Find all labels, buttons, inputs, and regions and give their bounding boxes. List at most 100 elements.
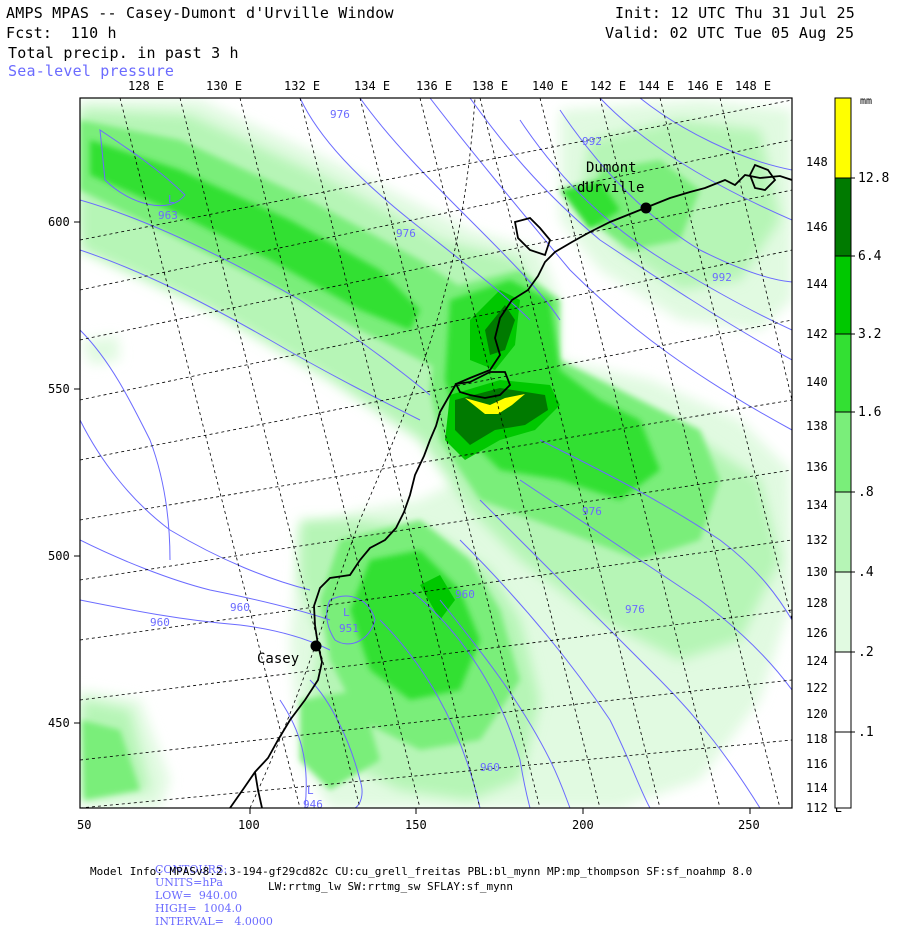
map-figure: Casey Dumont dUrville 976 992 976 992 97… [48,79,889,832]
colorbar-label: 6.4 [858,249,882,264]
right-lon-label: 134 E [806,498,842,512]
right-lon-label: 118 E [806,732,842,746]
model-info: Model Info: MPASv8.2.3-194-gf29cd82c CU:… [90,865,753,878]
right-lon-label: 140 E [806,375,842,389]
bottom-tick-label: 250 [738,818,760,832]
right-lon-label: 112 E [806,801,842,815]
low-letter: L [307,784,314,797]
right-axis-labels: 148 E 146 E 144 E 142 E 140 E 138 E 136 … [806,155,842,815]
top-lon-label: 148 E [735,79,771,93]
colorbar-swatch [835,492,851,572]
colorbar-unit: mm [860,96,872,107]
colorbar-swatch [835,256,851,334]
right-lon-label: 120 E [806,707,842,721]
top-lon-label: 146 E [687,79,723,93]
right-lon-label: 116 E [806,757,842,771]
right-lon-label: 126 E [806,626,842,640]
left-axis: 600 550 500 450 [48,215,80,730]
isobar-label: 976 [625,603,645,616]
bottom-tick-label: 150 [405,818,427,832]
casey-marker-icon [310,640,322,652]
dumont-label-line1: Dumont [586,160,637,176]
map-title: AMPS MPAS -- Casey-Dumont d'Urville Wind… [6,4,394,22]
colorbar-swatch [835,98,851,178]
bottom-tick-label: 100 [238,818,260,832]
top-lon-label: 138 E [472,79,508,93]
map-area: Casey Dumont dUrville 976 992 976 992 97… [80,98,792,811]
top-lon-label: 134 E [354,79,390,93]
top-lon-label: 132 E [284,79,320,93]
map-frame [79,97,793,809]
left-tick-label: 450 [48,716,70,730]
bottom-axis: 50 100 150 200 250 [77,808,760,832]
precip-extreme [465,394,525,414]
contour-interval: INTERVAL= 4.0000 [155,915,273,928]
low-letter: L [168,193,175,206]
colorbar-label: .2 [858,645,874,660]
dumont-marker-icon [640,202,652,214]
colorbar-label: .8 [858,485,874,500]
top-lon-label: 142 E [590,79,626,93]
contours-label: CONTOURS: [155,863,228,876]
top-lon-label: 144 E [638,79,674,93]
right-lon-label: 144 E [806,277,842,291]
casey-label: Casey [257,651,299,667]
field-name: Total precip. in past 3 h [8,44,239,62]
colorbar-swatch [835,572,851,652]
colorbar-label: .1 [858,725,874,740]
colorbar-swatch [835,412,851,492]
top-axis-labels: 128 E 130 E 132 E 134 E 136 E 138 E 140 … [128,79,771,93]
isobar-labels: 976 992 976 992 976 976 960 960 960 960 … [150,108,732,811]
graticule [80,98,792,808]
right-lon-label: 128 E [806,596,842,610]
isobar-label: 946 [303,798,323,811]
right-lon-label: 122 E [806,681,842,695]
left-tick-label: 550 [48,382,70,396]
isobar-label: 992 [582,135,602,148]
colorbar-swatch [835,178,851,256]
low-letter: L [343,606,350,619]
forecast-hour: Fcst: 110 h [6,24,117,42]
bottom-tick-label: 50 [77,818,91,832]
isobar-label: 976 [330,108,350,121]
isobar-label: 960 [150,616,170,629]
colorbar-label: 1.6 [858,405,881,420]
contour-info: CONTOURS: UNITS=hPa LOW= 940.00 HIGH= 10… [148,850,273,928]
station-dumont [640,202,652,214]
model-info-line2: LW:rrtmg_lw SW:rrtmg_sw SFLAY:sf_mynn [268,880,514,893]
low-centers: L 963 L 951 L [158,193,359,797]
coastline [229,163,792,808]
left-tick-label: 600 [48,215,70,229]
right-lon-label: 142 E [806,327,842,341]
colorbar-label: 12.8 [858,171,889,186]
bottom-tick-label: 200 [572,818,594,832]
top-lon-label: 136 E [416,79,452,93]
isobar-label: 976 [396,227,416,240]
colorbar-swatch [835,652,851,808]
right-lon-label: 148 E [806,155,842,169]
top-lon-label: 140 E [532,79,568,93]
isobar-label: 960 [455,588,475,601]
isobar-label: 976 [582,505,602,518]
top-lon-label: 128 E [128,79,164,93]
top-lon-label: 130 E [206,79,242,93]
colorbar-swatch [835,334,851,412]
low-value: 963 [158,209,178,222]
isobar-label: 960 [480,761,500,774]
isobar-label: 960 [230,601,250,614]
right-lon-label: 124 E [806,654,842,668]
right-lon-label: 132 E [806,533,842,547]
right-lon-label: 136 E [806,460,842,474]
valid-time: Valid: 02 UTC Tue 05 Aug 25 [605,24,855,42]
contour-low: LOW= 940.00 [155,889,238,902]
colorbar-label: .4 [858,565,874,580]
dumont-label-line2: dUrville [577,180,644,196]
station-casey [310,640,322,652]
right-lon-label: 114 E [806,781,842,795]
right-lon-label: 138 E [806,419,842,433]
isobar-label: 992 [712,271,732,284]
right-lon-label: 130 E [806,565,842,579]
contour-units: UNITS=hPa [155,876,223,889]
init-time: Init: 12 UTC Thu 31 Jul 25 [615,4,855,22]
right-lon-label: 146 E [806,220,842,234]
